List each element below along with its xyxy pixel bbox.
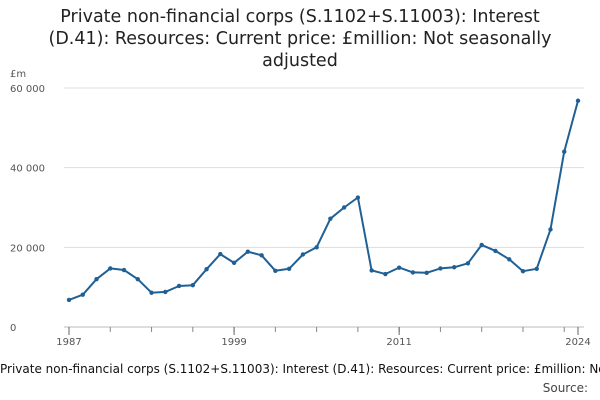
data-point[interactable] (355, 195, 361, 200)
data-point[interactable] (245, 249, 251, 254)
axes: 0 20 000 40 000 60 000 1987 1999 2011 2024 (10, 84, 591, 348)
series-footer-label: Private non-financial corps (S.1102+S.11… (0, 362, 600, 376)
data-point[interactable] (286, 266, 292, 272)
data-point[interactable] (493, 248, 498, 254)
data-point[interactable] (218, 251, 223, 257)
y-tick-label: 0 (10, 323, 16, 334)
x-tick-label: 1999 (221, 337, 246, 348)
chart-title-line-3: adjusted (262, 51, 338, 71)
data-point[interactable] (273, 268, 278, 274)
data-point[interactable] (149, 290, 154, 295)
data-point[interactable] (438, 266, 443, 271)
data-point[interactable] (520, 269, 526, 274)
data-point[interactable] (300, 252, 306, 257)
data-point[interactable] (451, 265, 457, 270)
data-point[interactable] (190, 282, 196, 288)
data-point[interactable] (135, 277, 140, 282)
data-point[interactable] (176, 283, 182, 289)
data-point[interactable] (575, 98, 581, 103)
y-tick-label: 40 000 (10, 164, 45, 175)
chart-title-line-2: (D.41): Resources: Current price: £milli… (48, 29, 552, 49)
data-point[interactable] (108, 266, 113, 271)
data-point[interactable] (121, 267, 127, 273)
data-point[interactable] (94, 277, 99, 282)
chart-title-line-1: Private non-financial corps (S.1102+S.11… (60, 7, 540, 27)
data-point[interactable] (396, 265, 402, 270)
chart-title: Private non-financial corps (S.1102+S.11… (0, 6, 600, 72)
data-point[interactable] (163, 289, 168, 295)
data-point[interactable] (479, 242, 484, 248)
data-point[interactable] (534, 266, 539, 272)
y-tick-label: 60 000 (10, 84, 45, 95)
data-point[interactable] (66, 297, 72, 303)
source-label: Source: (542, 381, 588, 395)
x-tick-label: 2024 (565, 337, 590, 348)
data-point[interactable] (259, 253, 264, 258)
data-point[interactable] (328, 216, 333, 221)
y-tick-label: 20 000 (10, 243, 45, 254)
data-point[interactable] (507, 257, 512, 262)
data-point[interactable] (231, 260, 237, 266)
data-point[interactable] (204, 267, 209, 272)
data-point[interactable] (424, 270, 429, 276)
x-tick-label: 2011 (386, 337, 411, 348)
y-axis-unit-label: £m (10, 69, 26, 80)
data-point[interactable] (562, 149, 567, 154)
data-point[interactable] (314, 245, 319, 250)
data-point[interactable] (383, 271, 388, 277)
data-point[interactable] (341, 205, 347, 210)
data-point[interactable] (80, 292, 85, 297)
source-footer: Source: (0, 381, 600, 396)
data-point[interactable] (548, 227, 553, 232)
x-tick-label: 1987 (56, 337, 81, 348)
gridlines (64, 87, 584, 328)
series-footer: Private non-financial corps (S.1102+S.11… (0, 362, 600, 377)
data-series (66, 98, 581, 303)
series-line (68, 99, 579, 301)
data-point[interactable] (465, 261, 471, 266)
data-point[interactable] (410, 270, 416, 275)
data-point[interactable] (369, 268, 374, 273)
